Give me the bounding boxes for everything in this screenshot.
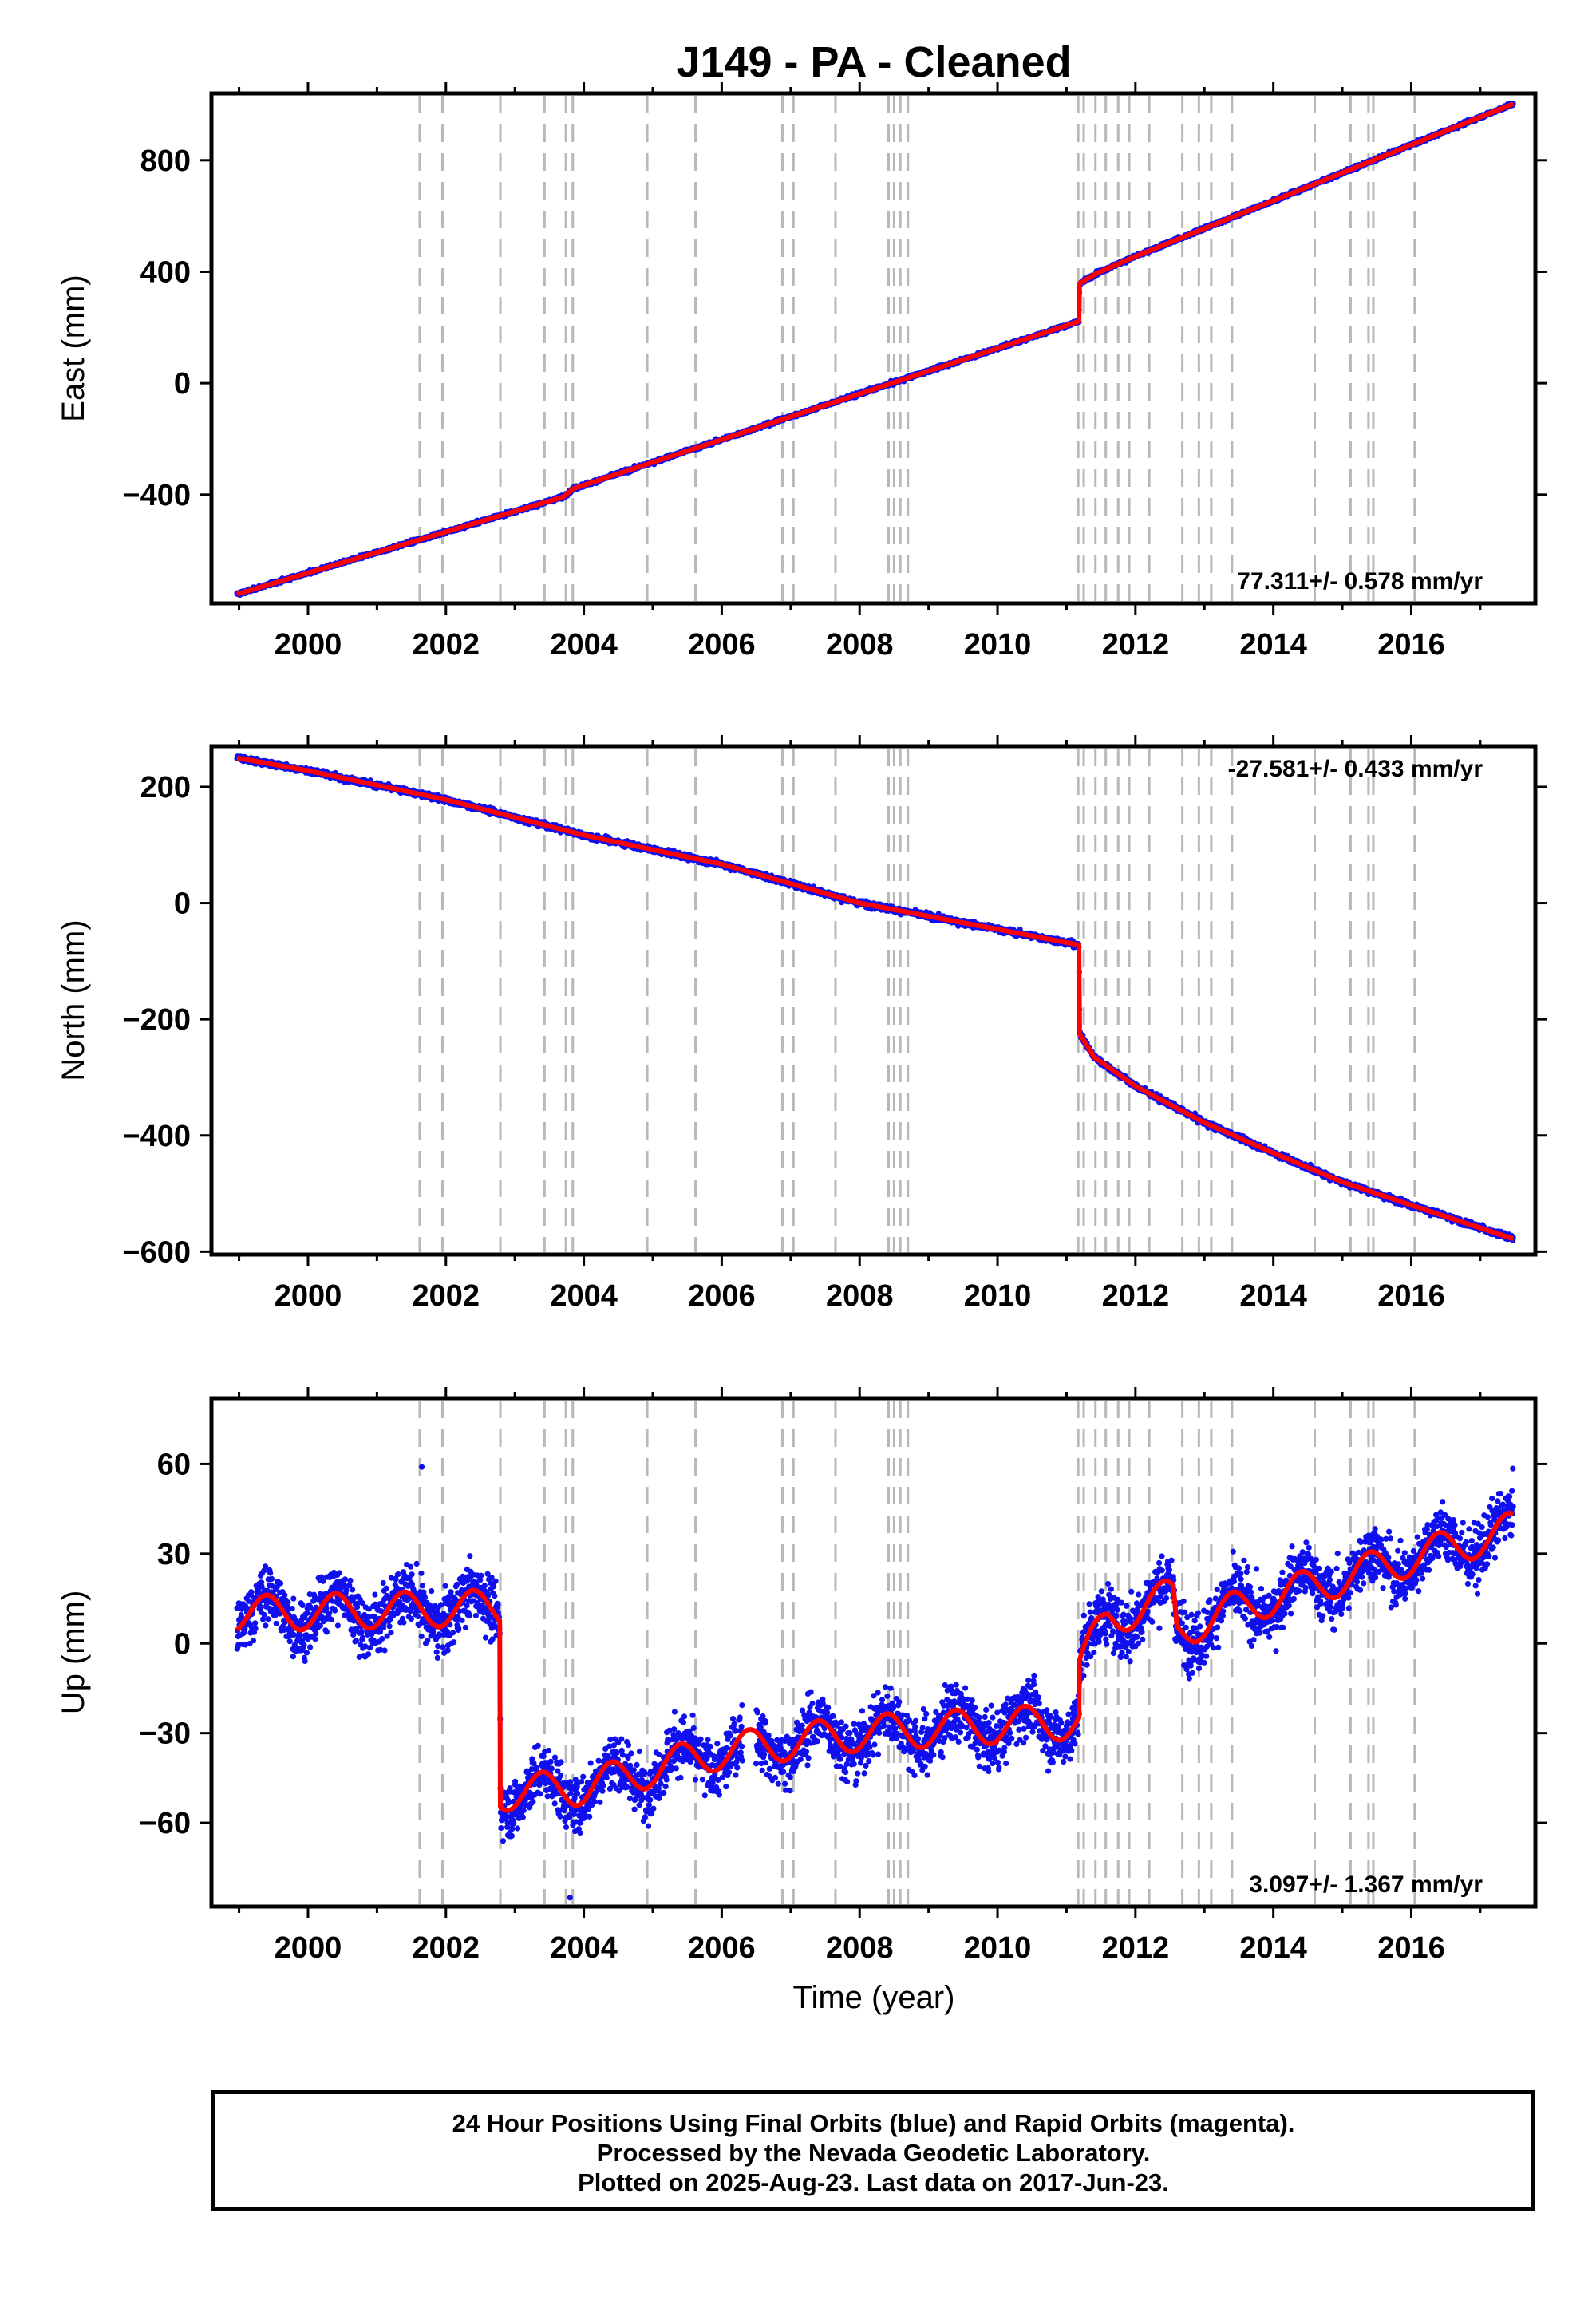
north-y-tick-label: −600 (122, 1235, 191, 1269)
east-x-tick-label: 2002 (413, 628, 480, 662)
up-y-axis-label: Up (mm) (56, 1591, 91, 1715)
up-y-tick-label: 30 (157, 1538, 191, 1571)
up-rate-label: 3.097+/- 1.367 mm/yr (1249, 1871, 1483, 1898)
up-x-tick-label: 2004 (550, 1931, 618, 1965)
north-x-tick-label: 2016 (1377, 1279, 1445, 1313)
east-x-tick-label: 2014 (1239, 628, 1307, 662)
north-y-tick-label: 200 (140, 771, 191, 804)
east-x-tick-label: 2000 (275, 628, 342, 662)
up-data-points (234, 1464, 1516, 1901)
east-data-points (234, 100, 1516, 598)
east-y-axis-label: East (mm) (56, 275, 91, 421)
up-x-tick-label: 2000 (275, 1931, 342, 1965)
up-x-tick-label: 2016 (1377, 1931, 1445, 1965)
north-x-tick-label: 2000 (275, 1279, 342, 1313)
east-x-tick-label: 2012 (1102, 628, 1170, 662)
north-y-axis-label: North (mm) (56, 919, 91, 1081)
north-data-points (234, 753, 1516, 1243)
north-panel: 2000 2002 2004 2006 2008 2010 2012 2014 2016−600… (56, 735, 1547, 1313)
up-x-tick-label: 2014 (1239, 1931, 1307, 1965)
up-y-tick-label: 0 (174, 1627, 191, 1661)
north-y-tick-label: −400 (122, 1120, 191, 1153)
up-x-tick-label: 2008 (826, 1931, 894, 1965)
up-frame (209, 1396, 1538, 1909)
north-y-tick-label: 0 (174, 887, 191, 921)
east-x-tick-label: 2004 (550, 628, 618, 662)
up-y-tick-label: −60 (140, 1807, 191, 1840)
east-y-tick-label: 0 (174, 367, 191, 401)
north-x-tick-label: 2012 (1102, 1279, 1170, 1313)
north-rate-label: -27.581+/- 0.433 mm/yr (1228, 756, 1483, 782)
east-rate-label: 77.311+/- 0.578 mm/yr (1237, 568, 1483, 595)
north-x-tick-label: 2006 (688, 1279, 756, 1313)
east-panel: 2000 2002 2004 2006 2008 2010 2012 2014 2016 −400… (56, 82, 1547, 662)
chart-title: J149 - PA - Cleaned (676, 38, 1071, 86)
footer-box: 24 Hour Positions Using Final Orbits (bl… (211, 2090, 1535, 2211)
footer-line-3: Plotted on 2025-Aug-23. Last data on 201… (578, 2168, 1169, 2196)
up-y-tick-label: −30 (140, 1717, 191, 1751)
east-x-tick-label: 2010 (964, 628, 1032, 662)
east-frame (209, 91, 1538, 606)
east-y-tick-label: 800 (140, 144, 191, 178)
up-model-curve (235, 1511, 1515, 1813)
footer-line-1: 24 Hour Positions Using Final Orbits (bl… (452, 2109, 1295, 2137)
footer-line-2: Processed by the Nevada Geodetic Laborat… (596, 2139, 1151, 2167)
x-axis-label: Time (year) (793, 1980, 955, 2015)
north-frame (209, 744, 1538, 1257)
north-x-tick-label: 2014 (1239, 1279, 1307, 1313)
north-x-tick-label: 2010 (964, 1279, 1032, 1313)
up-panel: 2000 2002 2004 2006 2008 2010 2012 2014 2016 −60 −… (56, 1387, 1547, 1965)
north-model-curve (235, 755, 1515, 1242)
up-x-tick-label: 2012 (1102, 1931, 1170, 1965)
north-x-tick-label: 2004 (550, 1279, 618, 1313)
up-y-tick-label: 60 (157, 1448, 191, 1481)
north-x-tick-label: 2008 (826, 1279, 894, 1313)
east-x-tick-label: 2008 (826, 628, 894, 662)
east-x-tick-label: 2006 (688, 628, 756, 662)
east-model-curve (235, 101, 1515, 597)
north-y-tick-label: −200 (122, 1003, 191, 1037)
north-x-tick-label: 2002 (413, 1279, 480, 1313)
east-x-tick-label: 2016 (1377, 628, 1445, 662)
up-x-tick-label: 2010 (964, 1931, 1032, 1965)
east-y-tick-label: −400 (122, 479, 191, 512)
up-x-tick-label: 2002 (413, 1931, 480, 1965)
up-x-tick-label: 2006 (688, 1931, 756, 1965)
east-y-tick-label: 400 (140, 255, 191, 289)
